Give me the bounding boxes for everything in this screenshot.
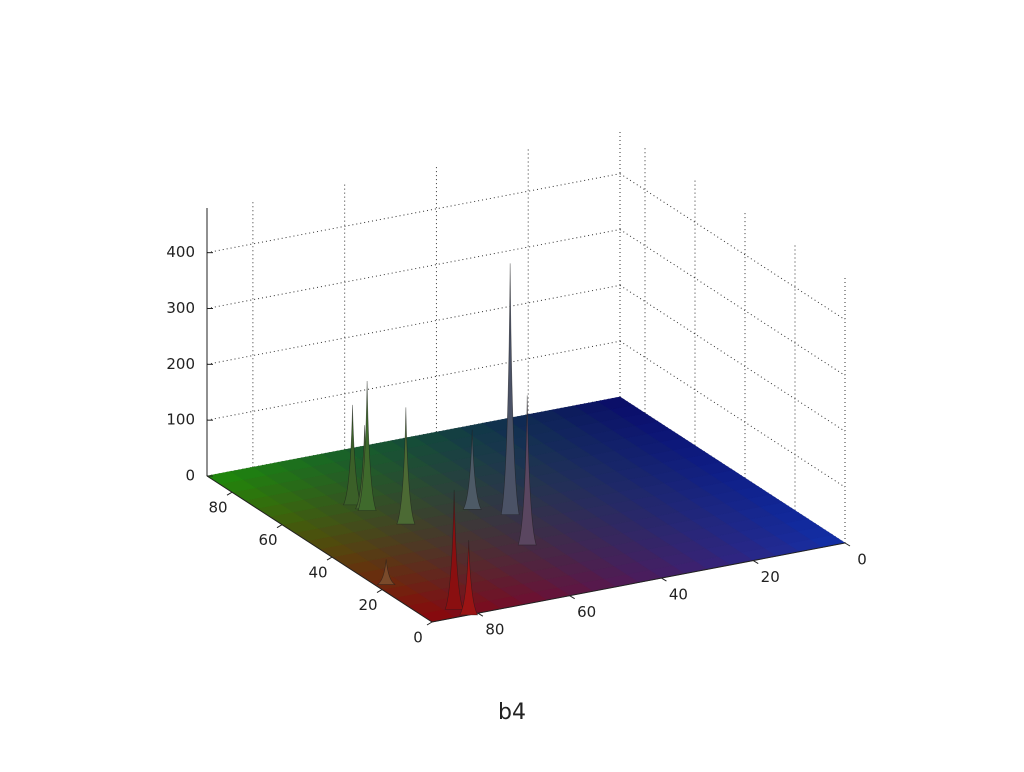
grid-line (619, 340, 846, 488)
x-tick-label: 0 (413, 629, 423, 647)
grid-line (206, 173, 621, 254)
x-tick (276, 524, 283, 529)
peak (444, 489, 464, 610)
x-tick-label: 80 (208, 499, 227, 517)
y-tick (752, 560, 759, 564)
x-tick-label: 20 (358, 596, 377, 614)
z-tick-label: 200 (166, 355, 195, 373)
peak (377, 559, 396, 585)
peak (459, 540, 479, 616)
y-tick (569, 595, 575, 600)
y-axis (431, 542, 846, 623)
grid-line (206, 284, 621, 365)
peak (500, 263, 520, 515)
y-tick-label: 80 (485, 621, 504, 639)
y-tick-label: 0 (857, 551, 867, 569)
x-tick-label: 60 (258, 531, 277, 549)
caption: b4 (498, 700, 526, 725)
z-tick-label: 0 (185, 467, 195, 485)
grid-line (619, 173, 846, 321)
y-tick-label: 40 (669, 586, 688, 604)
peak (396, 407, 416, 525)
x-tick-label: 40 (308, 564, 327, 582)
grid-line (619, 284, 846, 432)
peak (517, 395, 537, 546)
x-tick (226, 491, 233, 496)
peak (357, 380, 377, 511)
z-tick-label: 100 (166, 411, 195, 429)
y-tick (477, 612, 484, 617)
z-tick-label: 300 (166, 299, 195, 317)
y-tick-label: 20 (761, 568, 780, 586)
y-tick-label: 60 (577, 603, 596, 621)
x-tick (376, 589, 383, 593)
x-axis (206, 475, 433, 623)
peak (462, 429, 482, 510)
y-tick (661, 577, 667, 582)
peak (343, 404, 362, 506)
grid-line (619, 229, 846, 376)
x-tick (326, 556, 333, 561)
z-tick-label: 400 (166, 243, 195, 261)
grid-line (206, 229, 621, 309)
y-tick (844, 542, 851, 547)
grid-line (206, 340, 621, 421)
x-tick (426, 621, 433, 626)
